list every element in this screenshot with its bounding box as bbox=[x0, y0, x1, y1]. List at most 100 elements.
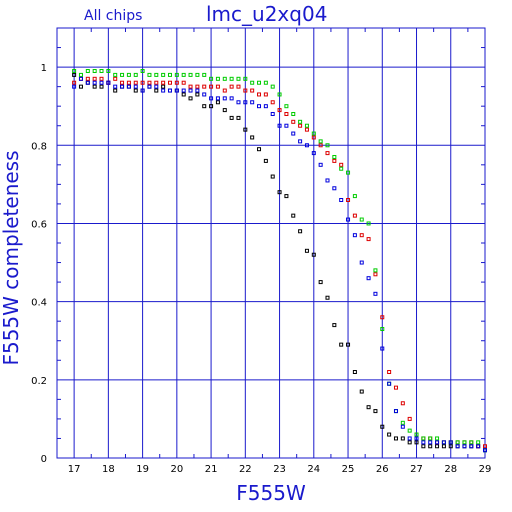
point-blue bbox=[270, 112, 275, 116]
point-green bbox=[298, 119, 303, 124]
point-blue bbox=[106, 80, 111, 85]
point-green bbox=[250, 80, 255, 85]
x-tick-label: 27 bbox=[410, 464, 423, 475]
x-tick-label: 23 bbox=[273, 464, 286, 475]
x-tick-label: 28 bbox=[444, 464, 457, 475]
point-red bbox=[147, 80, 152, 85]
point-red bbox=[195, 84, 200, 89]
point-blue bbox=[291, 131, 296, 136]
point-green bbox=[243, 76, 248, 81]
point-black bbox=[99, 84, 104, 89]
point-blue bbox=[140, 88, 145, 93]
point-blue bbox=[202, 92, 207, 97]
point-blue bbox=[209, 96, 214, 101]
point-green bbox=[222, 76, 227, 81]
point-green bbox=[270, 84, 275, 89]
point-black bbox=[229, 115, 234, 120]
point-black bbox=[154, 88, 159, 93]
point-black bbox=[346, 342, 351, 347]
point-red bbox=[72, 80, 77, 85]
point-red bbox=[99, 76, 104, 81]
point-blue bbox=[380, 346, 385, 351]
x-tick-label: 25 bbox=[342, 464, 355, 475]
y-tick-label: 0 bbox=[41, 454, 47, 465]
point-black bbox=[202, 104, 207, 109]
point-red bbox=[284, 112, 289, 116]
x-tick-label: 20 bbox=[170, 464, 183, 475]
point-black bbox=[311, 252, 316, 257]
point-blue bbox=[414, 436, 419, 441]
point-black bbox=[257, 147, 262, 152]
point-black bbox=[304, 248, 309, 253]
point-black bbox=[92, 84, 97, 89]
point-red bbox=[120, 80, 125, 85]
point-black bbox=[263, 158, 268, 163]
point-black bbox=[407, 440, 412, 445]
point-blue bbox=[92, 80, 97, 85]
point-green bbox=[215, 76, 220, 81]
point-blue bbox=[304, 143, 309, 148]
point-blue bbox=[435, 440, 440, 445]
point-blue bbox=[222, 96, 227, 101]
point-blue bbox=[215, 96, 220, 101]
point-black bbox=[78, 84, 83, 89]
point-red bbox=[140, 80, 145, 85]
point-green bbox=[352, 194, 357, 199]
point-blue bbox=[462, 444, 467, 449]
data-points bbox=[72, 69, 487, 453]
point-green bbox=[133, 72, 138, 77]
point-black bbox=[387, 432, 392, 437]
point-green bbox=[428, 436, 433, 441]
grid bbox=[56, 27, 486, 459]
point-blue bbox=[325, 178, 330, 183]
point-green bbox=[154, 72, 159, 77]
point-green bbox=[236, 76, 241, 81]
point-red bbox=[318, 143, 323, 148]
point-black bbox=[72, 72, 77, 77]
point-green bbox=[126, 72, 131, 77]
point-red bbox=[298, 123, 303, 128]
point-blue bbox=[72, 84, 77, 89]
point-red bbox=[373, 272, 378, 277]
point-red bbox=[332, 158, 337, 163]
point-blue bbox=[400, 424, 405, 429]
point-red bbox=[339, 162, 344, 167]
point-red bbox=[311, 135, 316, 140]
point-red bbox=[174, 80, 179, 85]
point-black bbox=[113, 88, 118, 93]
point-green bbox=[291, 112, 296, 116]
plot-frame bbox=[56, 27, 486, 459]
point-red bbox=[154, 80, 159, 85]
point-blue bbox=[257, 104, 262, 109]
point-red bbox=[181, 80, 186, 85]
point-green bbox=[325, 143, 330, 148]
x-tick-label: 22 bbox=[239, 464, 252, 475]
point-red bbox=[380, 315, 385, 320]
point-green bbox=[359, 217, 364, 222]
point-green bbox=[332, 155, 337, 159]
point-blue bbox=[188, 88, 193, 93]
point-blue bbox=[428, 440, 433, 445]
point-red bbox=[236, 84, 241, 89]
point-blue bbox=[250, 100, 255, 105]
point-blue bbox=[174, 88, 179, 93]
point-red bbox=[85, 76, 90, 81]
point-blue bbox=[147, 84, 152, 89]
point-red bbox=[209, 84, 214, 89]
point-green bbox=[174, 72, 179, 77]
tick-labels: 17 18 19 20 21 22 23 24 25 26 27 28 29 0 0.2 0.4 0.6 0.8 1 bbox=[31, 63, 491, 475]
point-red bbox=[359, 233, 364, 238]
point-green bbox=[421, 436, 426, 441]
point-blue bbox=[352, 233, 357, 238]
point-green bbox=[455, 440, 460, 445]
point-red bbox=[188, 84, 193, 89]
point-blue bbox=[113, 84, 118, 89]
point-green bbox=[209, 76, 214, 81]
point-green bbox=[462, 440, 467, 445]
point-red bbox=[387, 370, 392, 374]
point-black bbox=[133, 88, 138, 93]
point-red bbox=[483, 444, 487, 449]
point-red bbox=[133, 80, 138, 85]
point-green bbox=[167, 72, 172, 77]
